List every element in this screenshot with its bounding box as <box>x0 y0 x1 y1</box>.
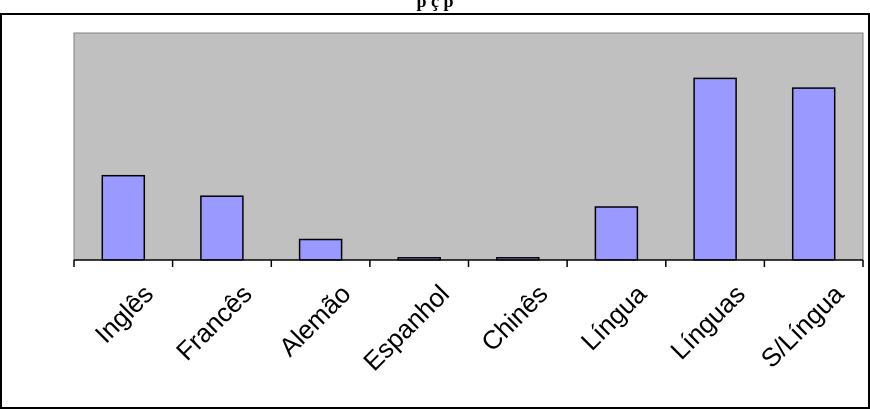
chart-title: p ç p <box>416 0 454 11</box>
x-tick-label: Inglês <box>89 279 159 349</box>
bar-5 <box>594 206 639 261</box>
x-tick-label: S/Língua <box>755 278 850 373</box>
x-tick-label: Língua <box>575 278 653 356</box>
plot-area-group <box>73 32 864 261</box>
x-axis <box>73 259 864 267</box>
bar-7 <box>791 87 836 261</box>
x-tick-labels: Inglês Francês Alemão Espanhol Chinês Língua L… <box>89 278 850 376</box>
chart-title-strip: p ç p <box>0 0 870 13</box>
x-tick-label: Línguas <box>664 279 751 366</box>
x-tick-label: Alemão <box>273 279 357 363</box>
bar-6 <box>693 77 737 261</box>
x-tick-label: Espanhol <box>357 279 455 377</box>
x-tick-label: Francês <box>170 279 258 367</box>
bar-0 <box>101 174 146 261</box>
x-tick-label: Chinês <box>475 279 553 357</box>
bars-group <box>101 77 836 261</box>
bar-2 <box>298 238 343 261</box>
chart-frame: Inglês Francês Alemão Espanhol Chinês Língua L… <box>0 13 870 409</box>
plot-area <box>73 32 864 261</box>
bar-1 <box>200 195 244 261</box>
bar-chart: Inglês Francês Alemão Espanhol Chinês Língua L… <box>73 32 864 376</box>
